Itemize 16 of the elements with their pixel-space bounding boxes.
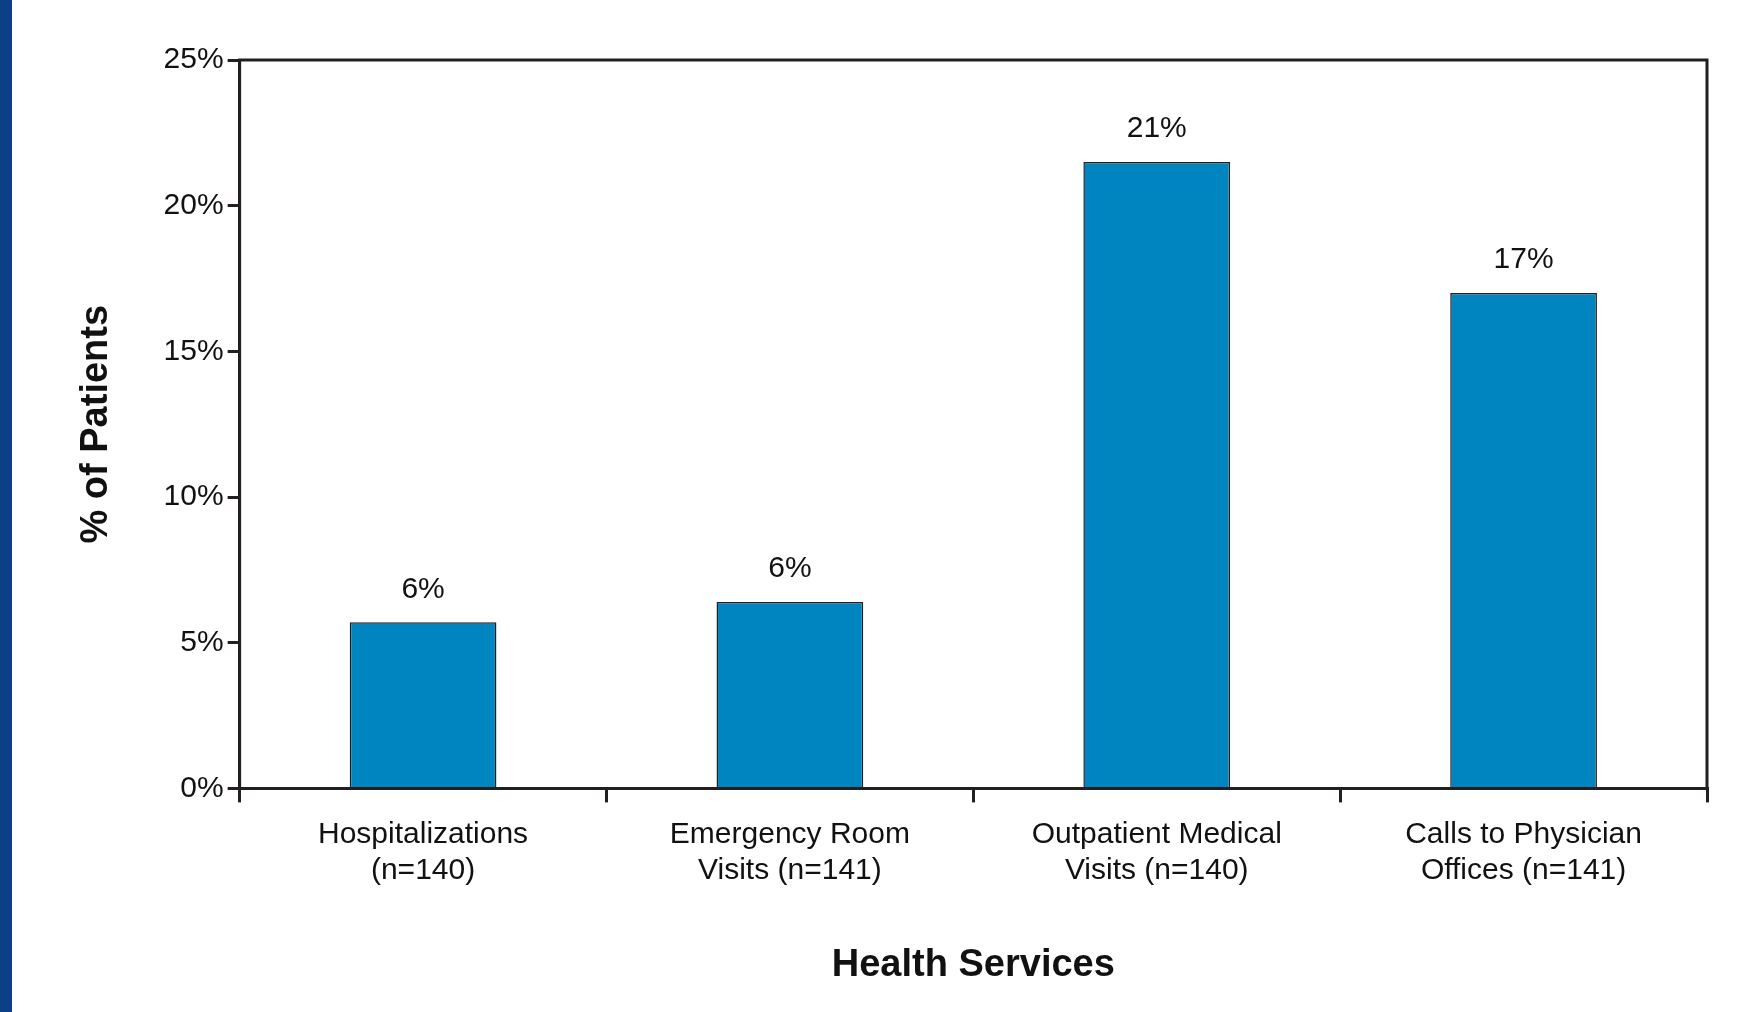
- x-tick-label: Outpatient Medical Visits (n=140): [1031, 815, 1282, 885]
- y-tick-label: 10%: [163, 478, 224, 512]
- x-tick-label: Hospitalizations (n=140): [318, 815, 529, 885]
- x-tick-label: Calls to Physician Offices (n=141): [1405, 815, 1642, 885]
- y-tick-label: 5%: [180, 623, 224, 657]
- data-label: 17%: [1493, 241, 1554, 275]
- data-label: 6%: [768, 550, 812, 584]
- data-label: 6%: [401, 570, 445, 604]
- x-axis-title: Health Services: [831, 941, 1115, 984]
- x-tick-label: Emergency Room Visits (n=141): [669, 815, 910, 885]
- y-tick-label: 25%: [163, 41, 224, 75]
- y-tick-label: 15%: [163, 332, 224, 366]
- y-tick-label: 20%: [163, 186, 224, 220]
- y-axis-title: % of Patients: [73, 304, 116, 544]
- y-tick-label: 0%: [180, 769, 224, 803]
- data-label: 21%: [1126, 110, 1187, 144]
